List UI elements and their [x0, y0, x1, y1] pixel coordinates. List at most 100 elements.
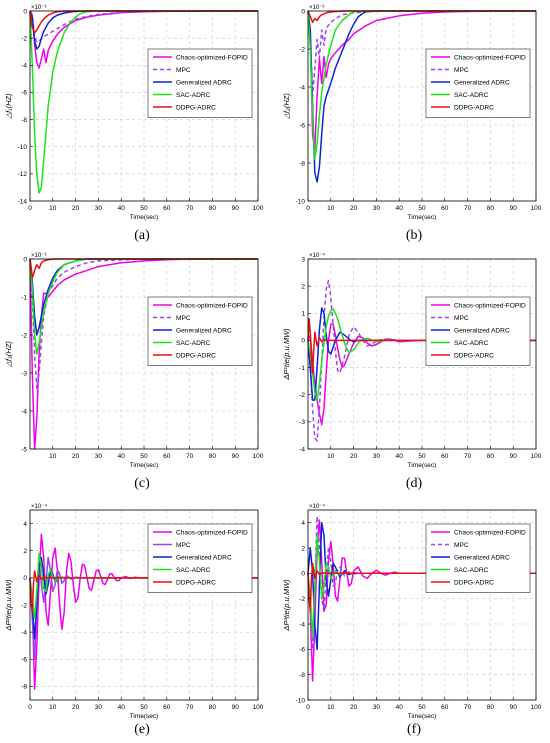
- x-tick-label: 40: [396, 205, 404, 212]
- legend-entry-label: MPC: [454, 542, 469, 549]
- y-tick-label: -1: [299, 365, 305, 372]
- y-tick-label: -8: [21, 117, 27, 124]
- y-axis-label: △f₁(HZ): [4, 93, 13, 120]
- x-tick-label: 30: [95, 205, 103, 212]
- x-tick-label: 0: [28, 205, 32, 212]
- x-tick-label: 50: [140, 205, 148, 212]
- legend-entry-label: Chaos-optimized-FOPID: [176, 54, 248, 61]
- x-tick-label: 100: [253, 704, 264, 711]
- y-tick-label: -8: [21, 684, 27, 691]
- legend: Chaos-optimized-FOPID MPC Generalized ADRC…: [147, 296, 253, 366]
- y-tick-label: -4: [21, 63, 27, 70]
- x-tick-label: 60: [163, 205, 171, 212]
- x-tick-label: 50: [140, 453, 148, 460]
- legend-entry-label: Chaos-optimized-FOPID: [454, 54, 526, 61]
- x-tick-label: 0: [306, 704, 310, 711]
- legend-entry-label: Generalized ADRC: [176, 554, 232, 561]
- panel-label: (e): [134, 722, 150, 737]
- x-tick-label: 80: [209, 704, 217, 711]
- x-tick-label: 100: [531, 453, 542, 460]
- x-tick-label: 10: [49, 453, 57, 460]
- series-line-ddpg: [29, 570, 258, 613]
- panel-label: (b): [405, 228, 423, 243]
- legend-entry-label: Chaos-optimized-FOPID: [454, 529, 526, 536]
- y-axis-label: ΔP³tie(p.u.MW): [282, 579, 291, 632]
- chart-2: 10 20 30 40 50 60 70 80 90 100 0 -1 -2 -3 -4 -5 ×10⁻³ Tim…: [4, 253, 264, 469]
- series-line-ddpg: [307, 562, 536, 613]
- legend-box: [425, 523, 531, 593]
- y-tick-label: -4: [21, 629, 27, 636]
- legend-entry-label: Chaos-optimized-FOPID: [454, 302, 526, 309]
- y-tick-label: 2: [23, 548, 27, 555]
- x-tick-label: 30: [373, 453, 381, 460]
- y-tick-label: 0: [301, 338, 305, 345]
- legend: Chaos-optimized-FOPID MPC Generalized ADRC…: [425, 48, 531, 118]
- x-tick-label: 40: [118, 704, 126, 711]
- legend-entry-label: Chaos-optimized-FOPID: [176, 302, 248, 309]
- x-tick-label: 50: [418, 704, 426, 711]
- x-tick-label: 100: [253, 205, 264, 212]
- y-axis-label: △f₂(HZ): [282, 93, 291, 120]
- x-tick-label: 20: [72, 453, 80, 460]
- x-axis-label: Time(sec): [408, 462, 437, 469]
- x-tick-label: 80: [487, 453, 495, 460]
- x-tick-label: 80: [209, 205, 217, 212]
- x-tick-label: 30: [373, 205, 381, 212]
- series-line-ddpg: [307, 10, 536, 24]
- legend-entry-label: MPC: [176, 542, 191, 549]
- x-tick-label: 40: [118, 453, 126, 460]
- y-tick-label: 1: [301, 311, 305, 318]
- y-tick-label: -6: [21, 90, 27, 97]
- x-tick-label: 20: [72, 205, 80, 212]
- legend-entry-label: MPC: [454, 315, 469, 322]
- legend-entry-label: SAC-ADRC: [176, 567, 211, 574]
- legend-box: [147, 523, 253, 593]
- y-tick-label: -12: [18, 171, 28, 178]
- chart-4: 0 10 20 30 40 50 60 70 80 90 100420-2-4-6-8×10⁻⁴Ti…: [4, 503, 264, 720]
- series-line-mpc: [307, 279, 536, 442]
- y-tick-label: 3: [301, 256, 305, 263]
- legend-box: [147, 48, 253, 118]
- panel-label: (c): [134, 476, 150, 491]
- y-tick-label: -1: [21, 294, 27, 301]
- y-tick-label: -4: [21, 408, 27, 415]
- legend: Chaos-optimized-FOPID MPC Generalized ADRC…: [425, 296, 531, 366]
- x-tick-label: 90: [510, 205, 518, 212]
- x-tick-label: 70: [186, 205, 194, 212]
- x-tick-label: 20: [72, 704, 80, 711]
- legend-entry-label: SAC-ADRC: [176, 92, 211, 99]
- y-tick-label: -2: [21, 332, 27, 339]
- panel-label: (d): [405, 476, 423, 491]
- y-tick-label: -6: [299, 122, 305, 129]
- x-tick-label: 70: [464, 205, 472, 212]
- legend-entry-label: DDPG-ADRC: [454, 579, 494, 586]
- x-tick-label: 40: [396, 704, 404, 711]
- y-tick-label: -2: [21, 602, 27, 609]
- legend-entry-label: MPC: [454, 67, 469, 74]
- legend-entry-label: DDPG-ADRC: [454, 352, 494, 359]
- y-exponent: ×10⁻⁴: [31, 503, 47, 510]
- chart-5: 0 10 20 30 40 50 60 70 80 90 100420-2-4-6-8-10×10⁻…: [282, 503, 542, 720]
- legend-entry-label: DDPG-ADRC: [176, 104, 216, 111]
- x-tick-label: 70: [464, 453, 472, 460]
- x-tick-label: 20: [350, 205, 358, 212]
- y-tick-label: -2: [299, 392, 305, 399]
- series-line-adrc: [307, 521, 536, 651]
- legend-entry-label: SAC-ADRC: [454, 340, 489, 347]
- y-tick-label: -5: [21, 446, 27, 453]
- y-tick-label: 0: [23, 256, 27, 263]
- y-tick-label: 2: [301, 283, 305, 290]
- legend: Chaos-optimized-FOPID MPC Generalized ADRC…: [147, 523, 253, 593]
- y-tick-label: -10: [296, 198, 306, 205]
- x-tick-label: 60: [441, 205, 449, 212]
- y-tick-label: -10: [296, 697, 306, 704]
- x-tick-label: 100: [531, 704, 542, 711]
- y-tick-label: 4: [23, 521, 27, 528]
- legend-entry-label: Generalized ADRC: [454, 554, 510, 561]
- y-tick-label: 0: [301, 8, 305, 15]
- y-tick-label: -4: [299, 621, 305, 628]
- x-tick-label: 50: [140, 704, 148, 711]
- x-tick-label: 70: [464, 704, 472, 711]
- series-line-chaos: [307, 10, 536, 151]
- x-axis-label: Time(sec): [130, 462, 159, 469]
